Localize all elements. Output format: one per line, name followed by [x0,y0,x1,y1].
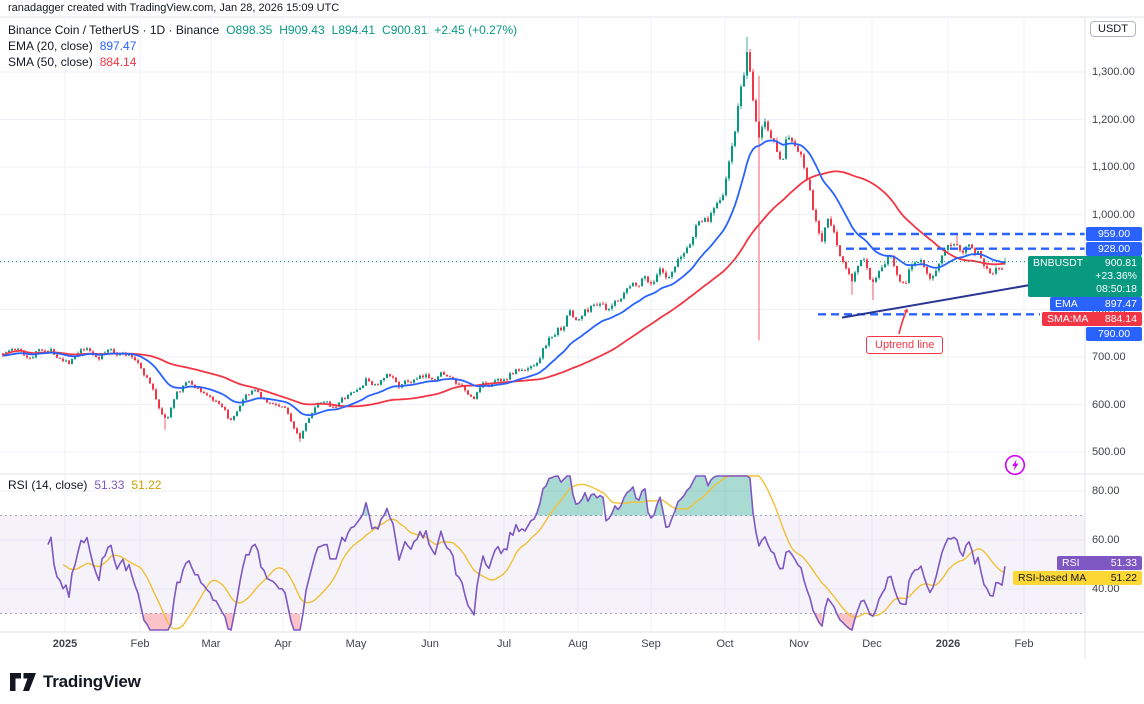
time-tick-label: Oct [716,638,734,650]
tradingview-logo[interactable] [10,673,36,691]
ema-value: 897.47 [99,39,137,53]
price-tick-label: 1,000.00 [1092,209,1135,221]
sma-badge-value: 884.14 [1104,313,1137,325]
rsi-value: 51.33 [94,478,125,492]
current-price-badge: BNBUSDT 900.81 +23.36% 08:50:18 [1028,256,1142,297]
bar-close-countdown: 08:50:18 [1096,283,1137,295]
price-tick-label: 600.00 [1092,399,1126,411]
current-price-symbol: BNBUSDT [1033,257,1084,269]
price-tick-label: 700.00 [1092,351,1126,363]
rsi-ma-value: 51.22 [131,478,162,492]
rsi-tick-label: 40.00 [1092,583,1120,595]
symbol-title[interactable]: Binance Coin / TetherUS · 1D · Binance [8,23,220,37]
time-tick-label: May [345,638,367,650]
rsi-ma-badge-name: RSI-based MA [1018,572,1087,584]
price-level-badge-959: 959.00 [1086,227,1142,241]
time-tick-label: Nov [789,638,809,650]
price-tick-label: 500.00 [1092,446,1126,458]
uptrend-annotation-label[interactable]: Uptrend line [866,336,944,354]
pane-separators [0,16,1144,658]
currency-toggle-button[interactable]: USDT [1090,21,1136,37]
flash-icon-button[interactable] [1004,454,1026,476]
time-tick-label: Feb [130,638,150,650]
time-tick-label: Sep [641,638,661,650]
time-tick-label: 2025 [52,638,78,650]
time-tick-label: Mar [201,638,221,650]
attribution-text: ranadagger created with TradingView.com,… [8,2,340,14]
ema-20-line [2,139,1005,417]
gridlines [0,18,1085,632]
lightning-icon [1004,454,1026,476]
ema-legend-row: EMA (20, close) 897.47 [8,38,517,54]
price-level-badge-790: 790.00 [1086,327,1142,341]
current-price-change-pct: +23.36% [1095,270,1137,282]
price-level-badge-928: 928.00 [1086,242,1142,256]
price-tick-label: 1,100.00 [1092,161,1135,173]
uptrend-line[interactable] [841,280,1049,319]
rsi-ma-line [62,475,1006,630]
brand-text[interactable]: TradingView [43,672,141,691]
ohlc-low: L894.41 [331,23,376,37]
footer: TradingView [10,672,141,692]
time-tick-label: 2026 [935,638,961,650]
rsi-legend-row: RSI (14, close) 51.33 51.22 [8,477,161,493]
sma-value: 884.14 [99,55,137,69]
rsi-badge-value: 51.33 [1110,557,1137,569]
time-tick-label: Feb [1014,638,1034,650]
current-price-value: 900.81 [1104,257,1137,269]
time-tick-label: Jun [421,638,439,650]
rsi-label[interactable]: RSI (14, close) [8,478,88,492]
rsi-tick-label: 80.00 [1092,485,1120,497]
rsi-axis-badge: RSI 51.33 [1057,556,1142,570]
rsi-ma-badge-value: 51.22 [1110,572,1137,584]
ohlc-change: +2.45 (+0.27%) [434,23,518,37]
ema-badge-value: 897.47 [1104,298,1137,310]
symbol-legend-row: Binance Coin / TetherUS · 1D · Binance O… [8,22,517,38]
price-tick-label: 1,200.00 [1092,114,1135,126]
ema-label[interactable]: EMA (20, close) [8,39,93,53]
sma-50-line [2,170,1006,408]
time-tick-label: Dec [862,638,882,650]
price-tick-label: 1,300.00 [1092,66,1135,78]
sma-legend-row: SMA (50, close) 884.14 [8,54,517,70]
annotation-arrow [898,308,909,335]
rsi-ma-axis-badge: RSI-based MA 51.22 [1013,571,1142,585]
price-axis[interactable]: 1,300.001,200.001,100.001,000.00900.0080… [1085,0,1144,704]
horizontal-level-lines[interactable] [818,232,1085,316]
time-tick-label: Jul [496,638,512,650]
time-tick-label: Aug [568,638,588,650]
sma-axis-badge: SMA:MA 884.14 [1042,312,1142,326]
rsi-badge-name: RSI [1062,557,1080,569]
rsi-line [47,475,1006,631]
rsi-tick-label: 60.00 [1092,534,1120,546]
ohlc-high: H909.43 [279,23,325,37]
sma-badge-name: SMA:MA [1047,313,1089,325]
rsi-band [0,515,1085,614]
ema-badge-name: EMA [1055,298,1078,310]
time-tick-label: Apr [274,638,292,650]
sma-label[interactable]: SMA (50, close) [8,55,93,69]
ohlc-close: C900.81 [382,23,428,37]
ema-axis-badge: EMA 897.47 [1050,297,1142,311]
rsi-legend: RSI (14, close) 51.33 51.22 [8,477,161,493]
price-legend: Binance Coin / TetherUS · 1D · Binance O… [8,22,517,70]
ohlc-open: O898.35 [226,23,273,37]
